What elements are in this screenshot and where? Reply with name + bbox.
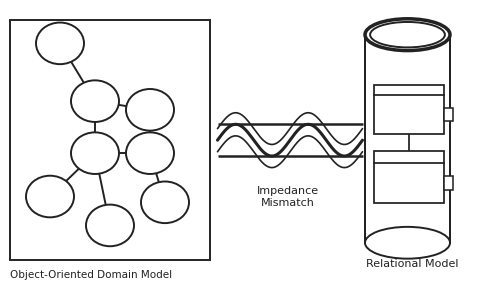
- Ellipse shape: [26, 176, 74, 217]
- Bar: [444, 108, 453, 121]
- Ellipse shape: [126, 89, 174, 131]
- Bar: [444, 176, 453, 190]
- Bar: [374, 151, 444, 203]
- Ellipse shape: [141, 181, 189, 223]
- Bar: [374, 85, 444, 134]
- Bar: [365, 35, 450, 243]
- Text: Impedance
Mismatch: Impedance Mismatch: [256, 186, 318, 208]
- Ellipse shape: [71, 80, 119, 122]
- Ellipse shape: [71, 132, 119, 174]
- Ellipse shape: [36, 23, 84, 64]
- Text: Object-Oriented Domain Model: Object-Oriented Domain Model: [10, 270, 172, 280]
- Ellipse shape: [126, 132, 174, 174]
- Ellipse shape: [86, 205, 134, 246]
- Bar: [10, 20, 210, 260]
- Ellipse shape: [365, 19, 450, 51]
- Ellipse shape: [365, 227, 450, 259]
- Text: Relational Model: Relational Model: [366, 259, 459, 269]
